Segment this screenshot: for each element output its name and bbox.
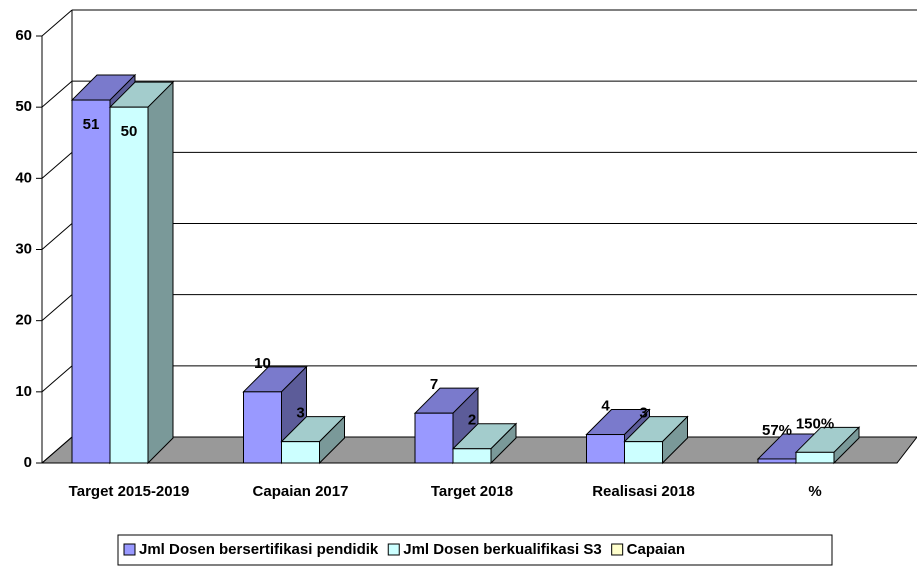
data-label: 2 bbox=[468, 412, 476, 429]
bar bbox=[452, 448, 492, 464]
x-tick-label: Capaian 2017 bbox=[253, 483, 349, 500]
grid-line bbox=[41, 365, 73, 393]
bar bbox=[624, 441, 663, 464]
x-tick-label: Target 2018 bbox=[431, 483, 513, 500]
y-tick-label: 20 bbox=[15, 312, 32, 329]
x-tick-label: % bbox=[808, 483, 821, 500]
y-tick-label: 30 bbox=[15, 240, 32, 257]
data-label: 3 bbox=[639, 405, 647, 422]
legend-swatch bbox=[123, 543, 136, 556]
y-tick-label: 10 bbox=[15, 383, 32, 400]
grid-line bbox=[41, 436, 73, 464]
y-tick-label: 50 bbox=[15, 98, 32, 115]
grid-line bbox=[41, 9, 73, 37]
bar bbox=[795, 451, 835, 464]
bar bbox=[757, 458, 797, 464]
y-tick-label: 0 bbox=[24, 454, 32, 471]
bar bbox=[243, 391, 282, 464]
data-label: 4 bbox=[601, 398, 610, 415]
legend-swatch bbox=[387, 543, 400, 556]
x-tick-label: Realisasi 2018 bbox=[592, 483, 695, 500]
data-label: 57% bbox=[762, 422, 792, 439]
legend-swatch bbox=[611, 543, 624, 556]
grid-line bbox=[41, 80, 73, 108]
data-label: 3 bbox=[296, 405, 304, 422]
data-label: 51 bbox=[83, 116, 100, 133]
grid-line bbox=[41, 151, 73, 179]
data-label: 10 bbox=[254, 355, 271, 372]
data-label: 50 bbox=[121, 123, 138, 140]
legend-label: Jml Dosen berkualifikasi S3 bbox=[403, 541, 601, 558]
y-tick-label: 40 bbox=[15, 169, 32, 186]
data-label: 150% bbox=[796, 415, 834, 432]
bar-side bbox=[147, 80, 174, 465]
grid-line bbox=[41, 223, 73, 250]
bar bbox=[109, 106, 149, 464]
grid-line bbox=[41, 294, 73, 322]
legend: Jml Dosen bersertifikasi pendidik Jml Dos… bbox=[117, 534, 833, 566]
x-tick-label: Target 2015-2019 bbox=[69, 483, 190, 500]
bar bbox=[586, 434, 625, 464]
legend-label: Jml Dosen bersertifikasi pendidik bbox=[139, 541, 379, 558]
y-tick-label: 60 bbox=[15, 27, 32, 44]
bar bbox=[281, 441, 320, 464]
bar bbox=[71, 99, 111, 464]
legend-box bbox=[117, 534, 833, 566]
bar bbox=[414, 412, 454, 464]
legend-label: Capaian bbox=[627, 541, 685, 558]
data-label: 7 bbox=[430, 376, 438, 393]
